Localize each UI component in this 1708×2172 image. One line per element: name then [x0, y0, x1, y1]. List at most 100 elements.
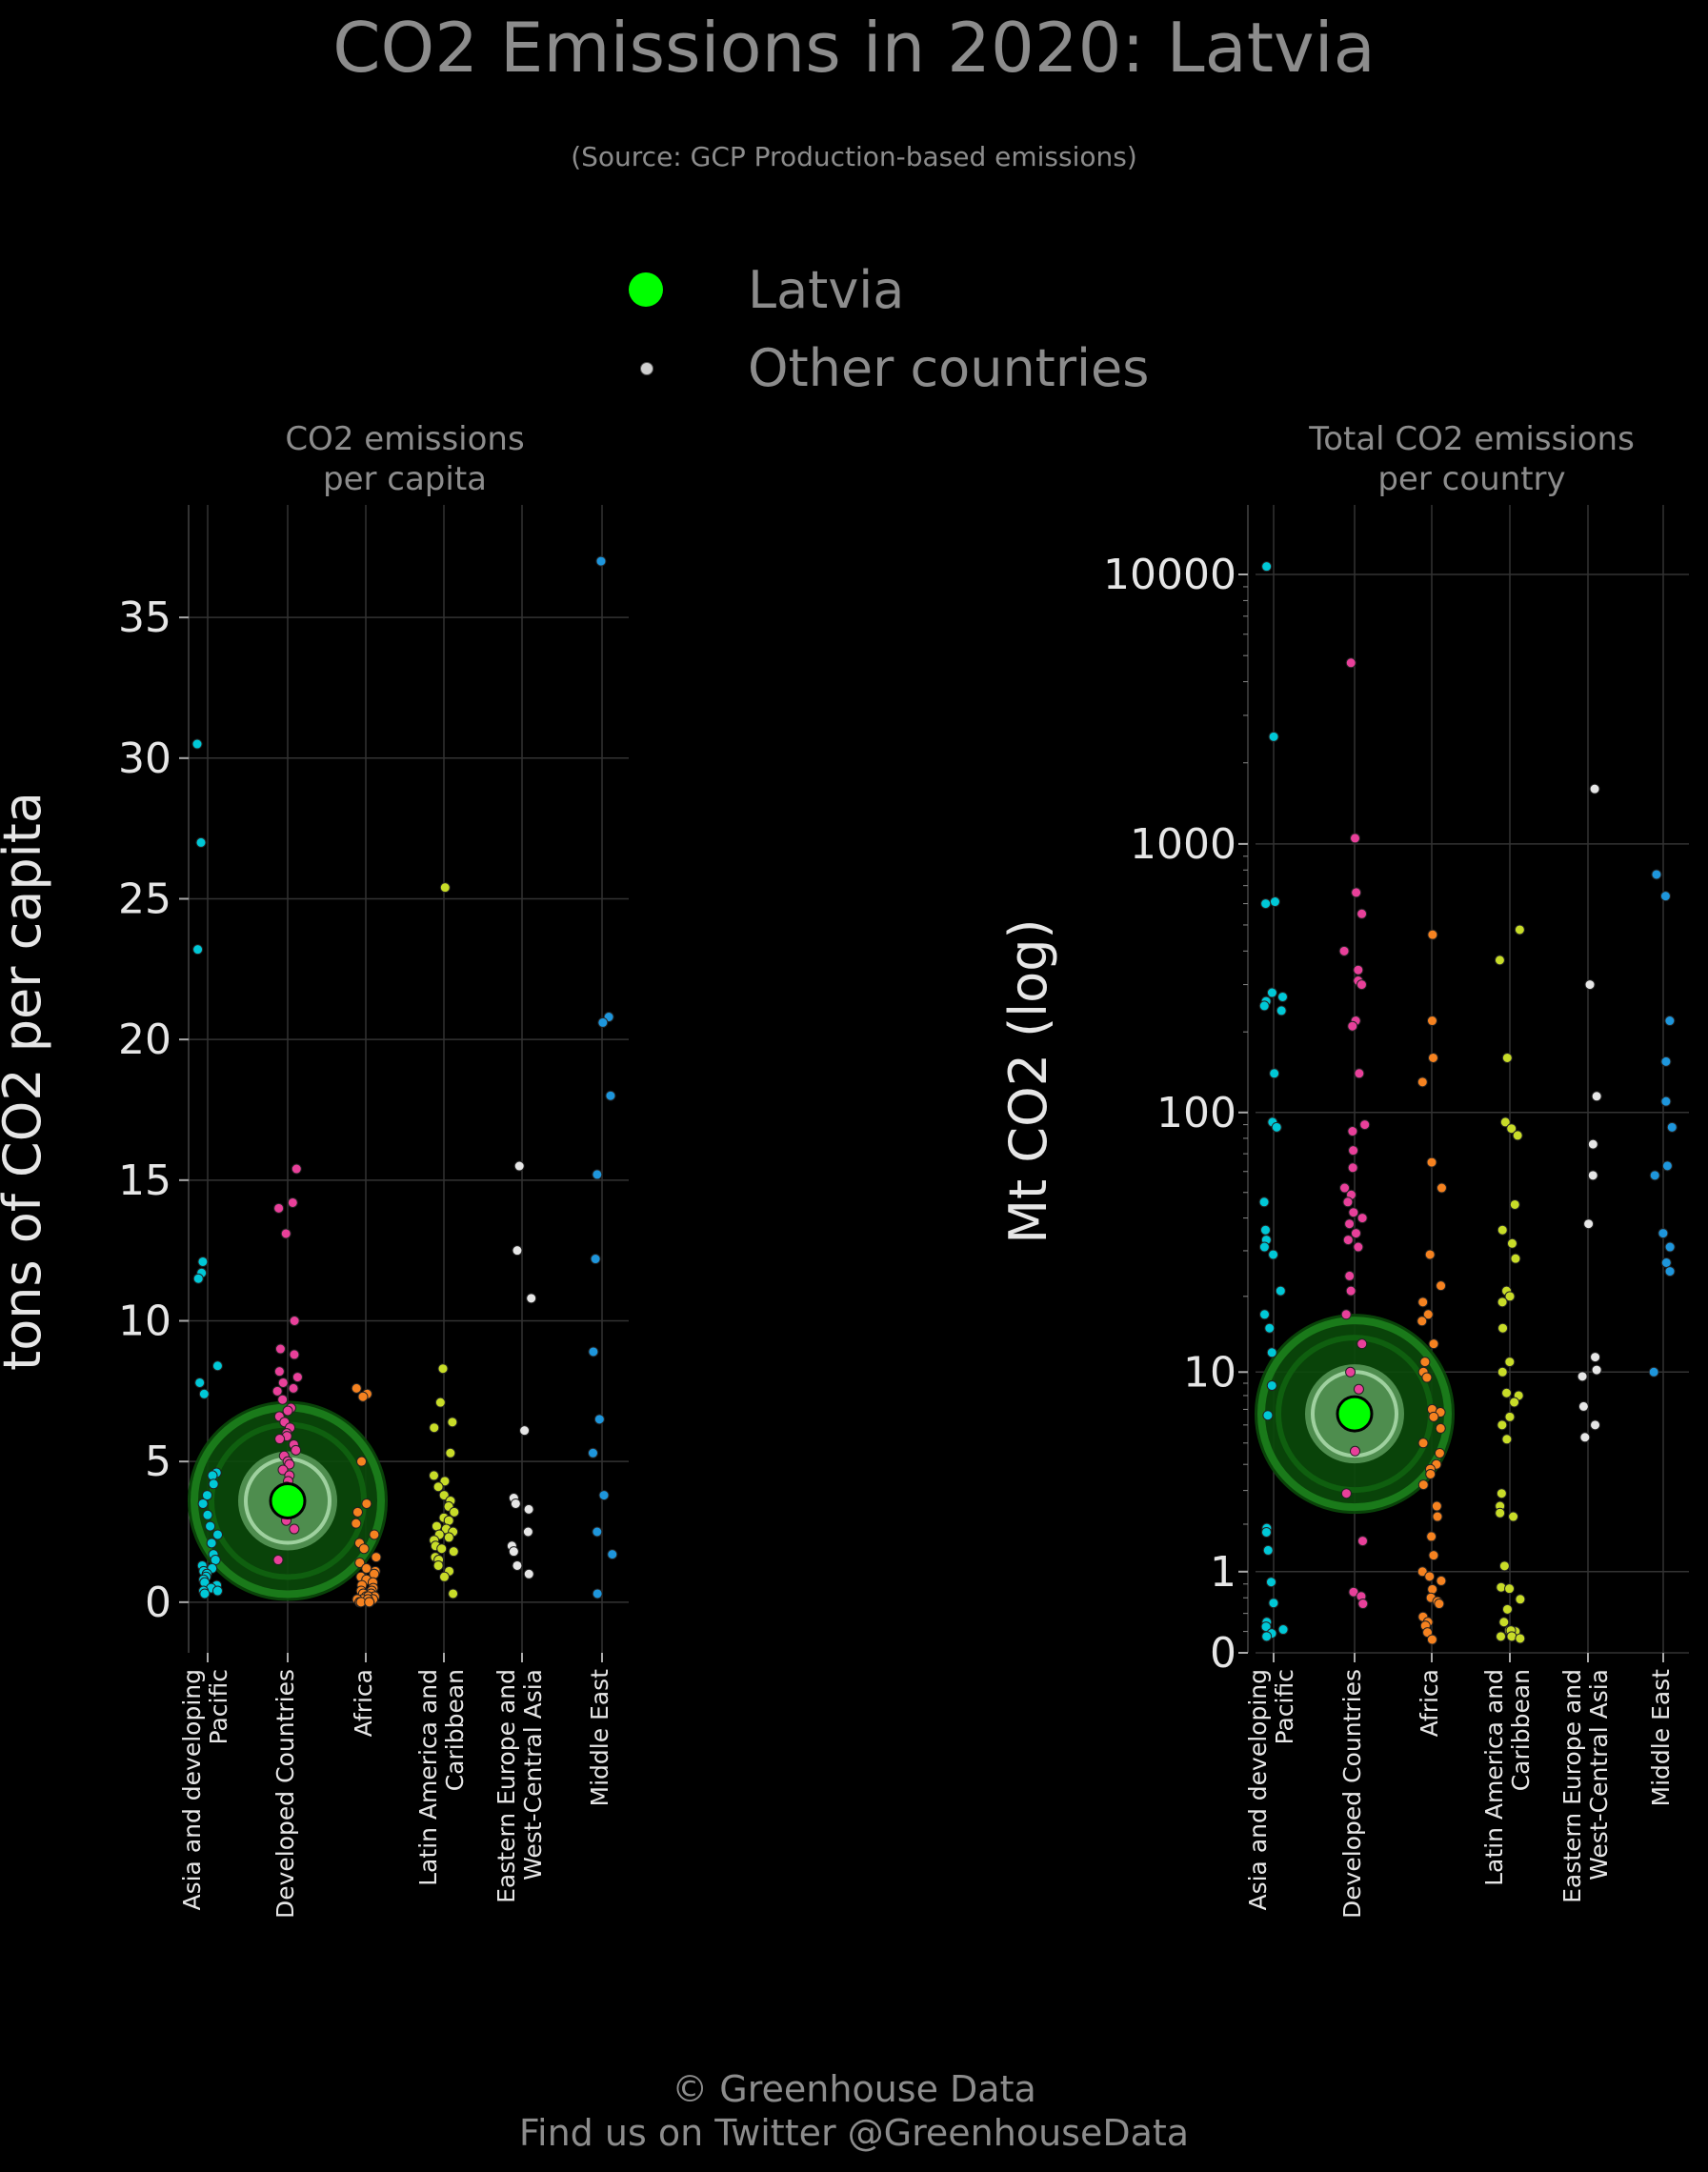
data-point	[364, 1597, 375, 1608]
data-point	[592, 1169, 603, 1180]
data-point	[1350, 833, 1361, 844]
data-point	[1347, 1126, 1358, 1137]
data-point	[1577, 1400, 1589, 1412]
data-point	[1499, 1116, 1511, 1128]
data-point	[198, 1388, 210, 1399]
data-point	[523, 1568, 534, 1579]
x-category-label: Asia and developing	[178, 1669, 206, 1911]
data-point	[587, 1447, 598, 1458]
y-tick-label: 30	[118, 734, 171, 783]
data-point	[1258, 1000, 1270, 1012]
data-point	[1338, 945, 1350, 956]
data-point	[1424, 1571, 1436, 1582]
data-point	[443, 1532, 454, 1543]
data-point	[1504, 1583, 1516, 1595]
data-point	[1268, 1249, 1279, 1260]
data-point	[369, 1529, 380, 1540]
footer: © Greenhouse Data Find us on Twitter @Gr…	[0, 2067, 1708, 2155]
data-point	[437, 1363, 449, 1375]
data-point	[195, 836, 207, 848]
data-point	[1342, 1197, 1354, 1208]
data-point	[522, 1526, 533, 1538]
data-point	[1424, 1249, 1436, 1260]
chart-subtitle: (Source: GCP Production-based emissions)	[571, 141, 1137, 172]
legend-label-highlight: Latvia	[748, 259, 905, 320]
data-point	[1261, 1631, 1273, 1642]
data-point	[1428, 1550, 1439, 1561]
legend-label-others: Other countries	[748, 337, 1150, 398]
data-point	[1345, 657, 1356, 669]
data-point	[1504, 1411, 1516, 1422]
data-point	[1436, 1280, 1447, 1292]
data-point	[1436, 1575, 1447, 1586]
data-point	[1436, 1182, 1447, 1194]
y-tick-label: 1	[1210, 1548, 1236, 1597]
data-point	[1660, 1056, 1672, 1067]
data-point	[1495, 1507, 1506, 1518]
data-point	[1496, 1488, 1507, 1499]
data-point	[271, 1385, 283, 1397]
data-point	[1356, 1536, 1368, 1547]
data-point	[605, 1090, 616, 1101]
data-point	[1427, 929, 1438, 940]
data-point	[288, 1382, 299, 1394]
data-point	[1356, 979, 1367, 991]
data-point	[1515, 1633, 1526, 1644]
data-point	[1264, 1322, 1276, 1334]
data-point	[592, 1588, 603, 1599]
data-point	[1497, 1419, 1508, 1431]
data-point	[1276, 991, 1288, 1002]
y-tick-label: 10	[1183, 1348, 1236, 1397]
data-point	[1498, 1560, 1510, 1572]
data-point	[1266, 1379, 1277, 1391]
data-point	[1266, 1347, 1277, 1358]
data-point	[1661, 1160, 1673, 1172]
data-point	[1275, 1285, 1286, 1297]
data-point	[202, 1490, 213, 1501]
data-point	[1587, 1138, 1598, 1150]
data-point	[1497, 1322, 1509, 1334]
y-tick-label: 5	[145, 1438, 171, 1486]
data-point	[199, 1588, 211, 1599]
data-point	[1345, 1285, 1356, 1297]
data-point	[1583, 1218, 1595, 1230]
data-point	[289, 1523, 300, 1535]
data-point	[1501, 1387, 1513, 1398]
data-point	[439, 882, 451, 894]
data-point	[1258, 1197, 1270, 1208]
data-point	[1506, 1237, 1517, 1249]
data-point	[1354, 1068, 1365, 1079]
data-point	[1347, 1162, 1358, 1174]
x-category-label: Developed Countries	[271, 1669, 299, 1919]
x-category-label: West-Central Asia	[1585, 1669, 1613, 1880]
x-category-label: Caribbean	[441, 1669, 469, 1791]
data-point	[273, 1202, 285, 1214]
data-point	[1497, 1224, 1508, 1236]
data-point	[1260, 898, 1272, 910]
x-category-label: Pacific	[205, 1669, 232, 1744]
y-tick-label: 0	[1210, 1629, 1236, 1678]
data-point	[1417, 1566, 1428, 1578]
data-point	[1339, 1182, 1351, 1194]
data-point	[1426, 1156, 1437, 1168]
data-point	[280, 1228, 291, 1239]
data-point	[1666, 1121, 1678, 1133]
data-point	[1435, 1422, 1446, 1434]
data-point	[523, 1503, 534, 1515]
data-point	[590, 1254, 601, 1265]
data-point	[1506, 1123, 1517, 1135]
data-point	[432, 1481, 444, 1493]
data-point	[1269, 896, 1280, 908]
data-point	[526, 1293, 537, 1304]
data-point	[1494, 955, 1505, 966]
data-point	[1265, 1577, 1276, 1588]
data-point	[449, 1506, 460, 1518]
x-category-label: Middle East	[586, 1669, 613, 1807]
data-point	[291, 1163, 302, 1175]
data-point	[206, 1538, 217, 1549]
x-category-label: West-Central Asia	[519, 1669, 547, 1880]
data-point	[1259, 1309, 1271, 1320]
data-point	[1510, 1253, 1521, 1264]
data-point	[1509, 1198, 1520, 1210]
